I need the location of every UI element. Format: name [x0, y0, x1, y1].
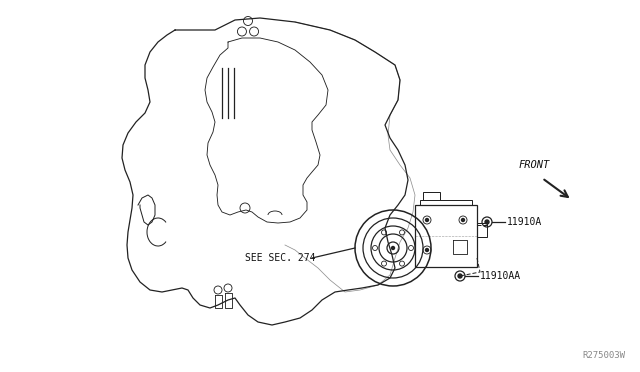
- Text: R275003W: R275003W: [582, 351, 625, 360]
- Text: 11910AA: 11910AA: [480, 271, 521, 281]
- Circle shape: [485, 220, 489, 224]
- Circle shape: [458, 274, 462, 278]
- Circle shape: [426, 218, 429, 221]
- Circle shape: [461, 218, 465, 221]
- Circle shape: [426, 248, 429, 251]
- Circle shape: [392, 247, 394, 250]
- Text: FRONT: FRONT: [519, 160, 550, 170]
- Text: SEE SEC. 274: SEE SEC. 274: [245, 253, 316, 263]
- Text: 11910A: 11910A: [507, 217, 542, 227]
